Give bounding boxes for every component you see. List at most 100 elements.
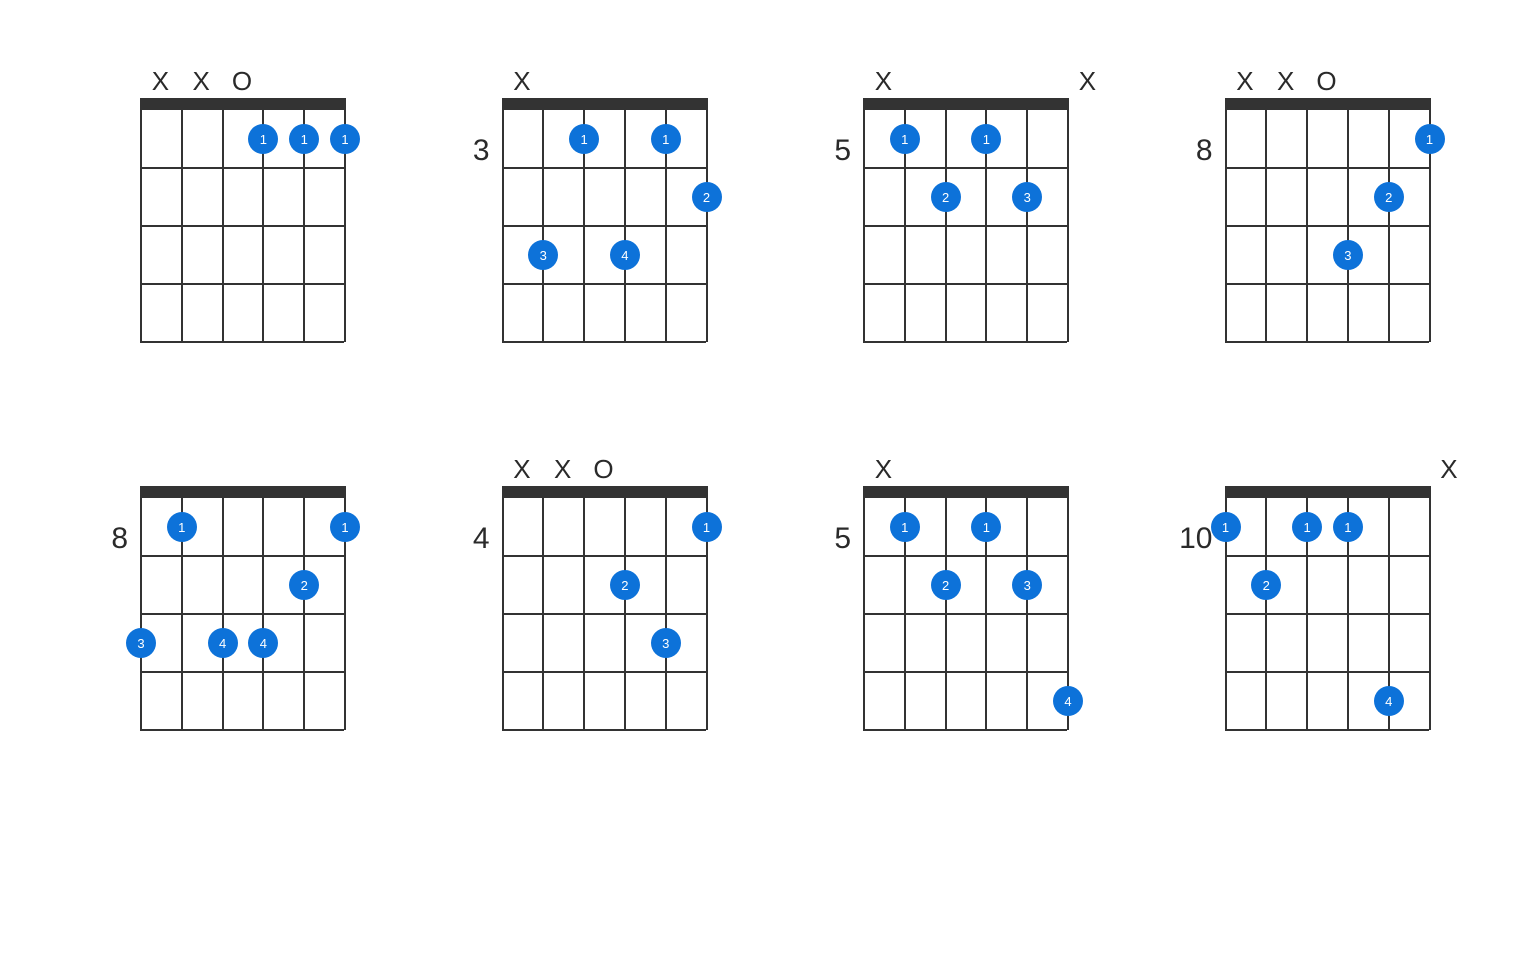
string-line xyxy=(1347,98,1349,342)
string-line xyxy=(1265,486,1267,730)
string-line xyxy=(502,486,504,730)
board-row: 1011124 xyxy=(1175,486,1445,730)
string-marker: X xyxy=(1225,68,1266,98)
finger-dot: 2 xyxy=(1374,182,1404,212)
fretboard: 11234 xyxy=(863,486,1067,730)
chord-diagram: X511234 xyxy=(813,452,1083,730)
fret-position-label: 5 xyxy=(813,136,863,166)
finger-dot: 1 xyxy=(890,512,920,542)
nut xyxy=(502,98,706,110)
finger-dot: 1 xyxy=(1292,512,1322,542)
finger-dot: 4 xyxy=(1053,686,1083,716)
string-line xyxy=(222,98,224,342)
fret-line xyxy=(863,555,1067,557)
fret-line xyxy=(1225,555,1429,557)
string-line xyxy=(542,486,544,730)
string-marker: X xyxy=(863,456,904,486)
chord-diagram: XXO4123 xyxy=(452,452,722,730)
chord-diagram: XXO111 xyxy=(90,64,360,342)
string-line xyxy=(1306,98,1308,342)
board-row: 51123 xyxy=(813,98,1083,342)
fret-line xyxy=(140,671,344,673)
board-row: 111 xyxy=(90,98,360,342)
finger-dot: 3 xyxy=(1333,240,1363,270)
nut xyxy=(863,486,1067,498)
finger-dot: 1 xyxy=(289,124,319,154)
string-marker: X xyxy=(140,68,181,98)
string-markers-row: X xyxy=(813,452,1033,486)
fret-line xyxy=(1225,283,1429,285)
finger-dot: 1 xyxy=(248,124,278,154)
string-line xyxy=(945,98,947,342)
string-line xyxy=(502,98,504,342)
fret-line xyxy=(863,341,1067,343)
finger-dot: 1 xyxy=(971,512,1001,542)
finger-dot: 4 xyxy=(208,628,238,658)
fretboard: 123 xyxy=(1225,98,1429,342)
string-marker: X xyxy=(502,456,543,486)
string-line xyxy=(1067,98,1069,342)
finger-dot: 2 xyxy=(931,570,961,600)
string-markers-row: X xyxy=(1175,452,1395,486)
fret-position-label: 3 xyxy=(452,136,502,166)
fretboard: 111 xyxy=(140,98,344,342)
fret-line xyxy=(1225,341,1429,343)
finger-dot: 1 xyxy=(1211,512,1241,542)
string-line xyxy=(1225,98,1227,342)
chord-grid: XXO111X311234XX51123XXO81238112344XXO412… xyxy=(90,64,1446,730)
finger-dot: 2 xyxy=(1251,570,1281,600)
string-marker xyxy=(1428,94,1469,98)
finger-dot: 3 xyxy=(528,240,558,270)
nut xyxy=(1225,486,1429,498)
fret-line xyxy=(863,225,1067,227)
string-line xyxy=(624,98,626,342)
string-line xyxy=(140,486,142,730)
fret-line xyxy=(140,283,344,285)
string-marker: O xyxy=(222,68,263,98)
string-line xyxy=(140,98,142,342)
string-marker xyxy=(1067,482,1108,486)
fret-line xyxy=(1225,671,1429,673)
nut xyxy=(502,486,706,498)
finger-dot: 1 xyxy=(692,512,722,542)
string-markers-row: XXO xyxy=(452,452,672,486)
string-marker xyxy=(344,94,385,98)
finger-dot: 1 xyxy=(1415,124,1445,154)
finger-dot: 2 xyxy=(692,182,722,212)
fret-position-label: 4 xyxy=(452,524,502,554)
chord-diagram: XX51123 xyxy=(813,64,1083,342)
fret-line xyxy=(140,167,344,169)
finger-dot: 1 xyxy=(651,124,681,154)
fret-line xyxy=(863,167,1067,169)
string-line xyxy=(1388,98,1390,342)
chord-diagram: 8112344 xyxy=(90,452,360,730)
string-markers-row xyxy=(90,452,310,486)
fret-line xyxy=(140,225,344,227)
nut xyxy=(863,98,1067,110)
string-marker: X xyxy=(502,68,543,98)
string-marker: X xyxy=(1265,68,1306,98)
string-markers-row: XX xyxy=(813,64,1033,98)
board-row: 8123 xyxy=(1175,98,1445,342)
string-marker xyxy=(344,482,385,486)
finger-dot: 4 xyxy=(610,240,640,270)
string-line xyxy=(583,486,585,730)
finger-dot: 1 xyxy=(890,124,920,154)
string-line xyxy=(1429,486,1431,730)
string-marker: O xyxy=(583,456,624,486)
fret-line xyxy=(502,555,706,557)
board-row: 511234 xyxy=(813,486,1083,730)
nut xyxy=(1225,98,1429,110)
string-marker: X xyxy=(863,68,904,98)
finger-dot: 2 xyxy=(931,182,961,212)
fret-line xyxy=(1225,225,1429,227)
string-line xyxy=(1026,98,1028,342)
fret-line xyxy=(502,225,706,227)
board-row: 8112344 xyxy=(90,486,360,730)
fret-line xyxy=(502,283,706,285)
string-line xyxy=(863,98,865,342)
finger-dot: 2 xyxy=(289,570,319,600)
fretboard: 123 xyxy=(502,486,706,730)
fret-position-label: 5 xyxy=(813,524,863,554)
string-line xyxy=(624,486,626,730)
